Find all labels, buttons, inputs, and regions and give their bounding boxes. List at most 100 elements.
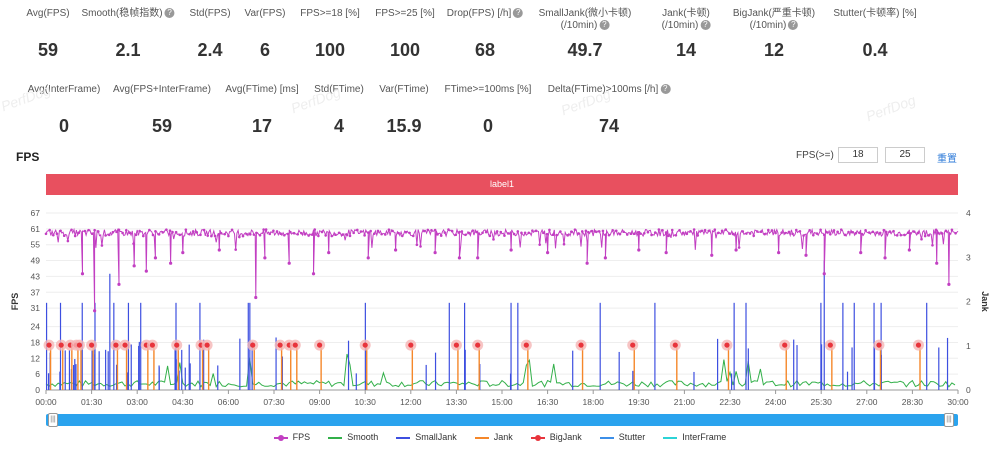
y-tick-label: 24 — [31, 322, 41, 332]
fps-point — [700, 229, 703, 233]
fps-point — [674, 233, 678, 237]
fps-point — [836, 230, 839, 234]
fps-point — [650, 233, 653, 237]
x-tick-label: 18:00 — [583, 397, 605, 407]
fps-point — [903, 233, 906, 237]
legend-label: Stutter — [618, 432, 646, 442]
fps-point — [287, 261, 291, 265]
fps-point — [394, 248, 398, 252]
fps-point — [345, 233, 348, 236]
fps-point — [883, 256, 887, 260]
fps-point — [787, 230, 791, 234]
fps-point — [77, 231, 81, 235]
fps-point — [907, 248, 911, 252]
bigjank-marker — [876, 342, 882, 348]
x-tick-label: 06:00 — [218, 397, 240, 407]
fps-point — [633, 232, 636, 236]
fps-point — [692, 228, 696, 231]
help-icon[interactable]: ? — [513, 8, 524, 19]
fps-point — [96, 230, 100, 233]
fps-point — [128, 231, 132, 235]
fps-threshold-input-2[interactable] — [885, 147, 925, 163]
stat-label: FPS>=18 [%] — [300, 8, 360, 19]
fps-point — [601, 229, 605, 233]
help-icon[interactable]: ? — [660, 84, 671, 95]
fps-point — [481, 231, 484, 235]
help-icon[interactable]: ? — [788, 20, 799, 31]
fps-point — [355, 228, 359, 232]
legend-item-fps[interactable]: FPS — [273, 432, 310, 442]
fps-point — [263, 256, 267, 260]
legend-item-bigjank[interactable]: BigJank — [530, 432, 582, 442]
fps-point — [710, 253, 714, 257]
fps-point — [227, 234, 230, 238]
fps-point — [636, 230, 640, 234]
fps-point — [548, 228, 551, 232]
stat-value: 6 — [259, 40, 270, 60]
fps-point — [829, 232, 832, 236]
fps-point — [657, 228, 661, 231]
y2-tick-label: 3 — [966, 252, 971, 262]
fps-point — [884, 230, 888, 234]
legend-item-stutter[interactable]: Stutter — [599, 432, 646, 442]
fps-point — [471, 229, 475, 232]
fps-point — [303, 233, 307, 236]
fps-point — [954, 231, 957, 235]
fps-point — [337, 231, 341, 235]
stat-value: 0.4 — [862, 40, 888, 60]
fps-point — [296, 232, 300, 236]
fps-point — [206, 234, 210, 237]
time-range-scrollbar[interactable] — [46, 414, 958, 426]
fps-point — [923, 234, 927, 238]
fps-point — [317, 234, 320, 238]
fps-threshold-input-1[interactable] — [838, 147, 878, 163]
fps-point — [90, 232, 94, 235]
fps-point — [66, 239, 70, 243]
fps-point — [199, 233, 202, 237]
fps-point — [213, 234, 217, 238]
help-icon[interactable]: ? — [599, 20, 610, 31]
legend-item-smalljank[interactable]: SmallJank — [396, 432, 457, 442]
fps-point — [784, 231, 787, 235]
fps-point — [415, 243, 419, 247]
fps-point — [597, 230, 601, 233]
legend-item-jank[interactable]: Jank — [474, 432, 513, 442]
fps-point — [488, 234, 492, 238]
bigjank-marker — [89, 342, 95, 348]
fps-point — [664, 231, 668, 234]
y2-tick-label: 2 — [966, 297, 971, 307]
fps-point — [248, 233, 252, 236]
x-tick-label: 15:00 — [491, 397, 513, 407]
fps-point — [825, 230, 828, 234]
help-icon[interactable]: ? — [700, 20, 711, 31]
reset-button[interactable]: 重置 — [937, 154, 957, 165]
fps-point — [859, 251, 863, 255]
scroll-handle-left[interactable]: ||| — [48, 413, 58, 427]
legend-item-interframe[interactable]: InterFrame — [663, 432, 726, 442]
x-tick-label: 04:30 — [172, 397, 194, 407]
label-bar[interactable]: label1 — [46, 174, 958, 195]
fps-point — [916, 231, 920, 235]
stat-b-0: Avg(InterFrame) 0 — [28, 84, 101, 137]
fps-point — [858, 231, 861, 235]
fps-point — [847, 230, 850, 234]
stat-label: Avg(FPS) — [26, 8, 70, 19]
stat-a-9: BigJank(严重卡顿) (/10min)? 12 — [733, 8, 815, 61]
fps-point — [311, 233, 314, 236]
fps-point — [460, 230, 464, 233]
legend-item-smooth[interactable]: Smooth — [328, 432, 378, 442]
fps-point — [44, 232, 48, 236]
fps-point — [802, 234, 805, 237]
stat-label: Drop(FPS) [/h]? — [447, 8, 524, 20]
stat-b-4: Var(FTime) 15.9 — [379, 84, 428, 137]
fps-point — [653, 231, 657, 234]
fps-point — [411, 234, 415, 238]
legend-swatch — [328, 436, 343, 439]
stat-b-2: Avg(FTime) [ms] 17 — [225, 84, 298, 137]
scroll-handle-right[interactable]: ||| — [944, 413, 954, 427]
fps-point — [912, 230, 916, 233]
fps-point — [275, 230, 279, 233]
fps-point — [927, 234, 931, 237]
help-icon[interactable]: ? — [164, 8, 175, 19]
stat-value: 100 — [314, 40, 346, 60]
